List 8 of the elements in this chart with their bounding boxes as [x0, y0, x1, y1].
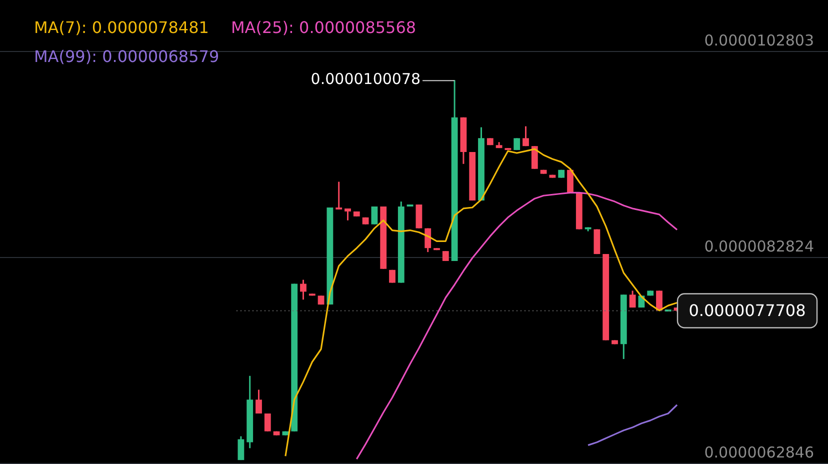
y-tick-label: 0.0000062846: [704, 443, 814, 462]
text: MA(99): 0.0000068579: [34, 47, 220, 66]
y-tick-label: 0.0000102803: [704, 31, 814, 50]
y-tick-label: 0.0000082824: [704, 237, 814, 256]
annotation: 0.0000100078: [310, 70, 421, 88]
ref-line-label: 0.0000077708: [688, 300, 806, 320]
text: MA(25): 0.0000085568: [230, 18, 416, 37]
text: MA(7): 0.0000078481: [34, 18, 209, 37]
